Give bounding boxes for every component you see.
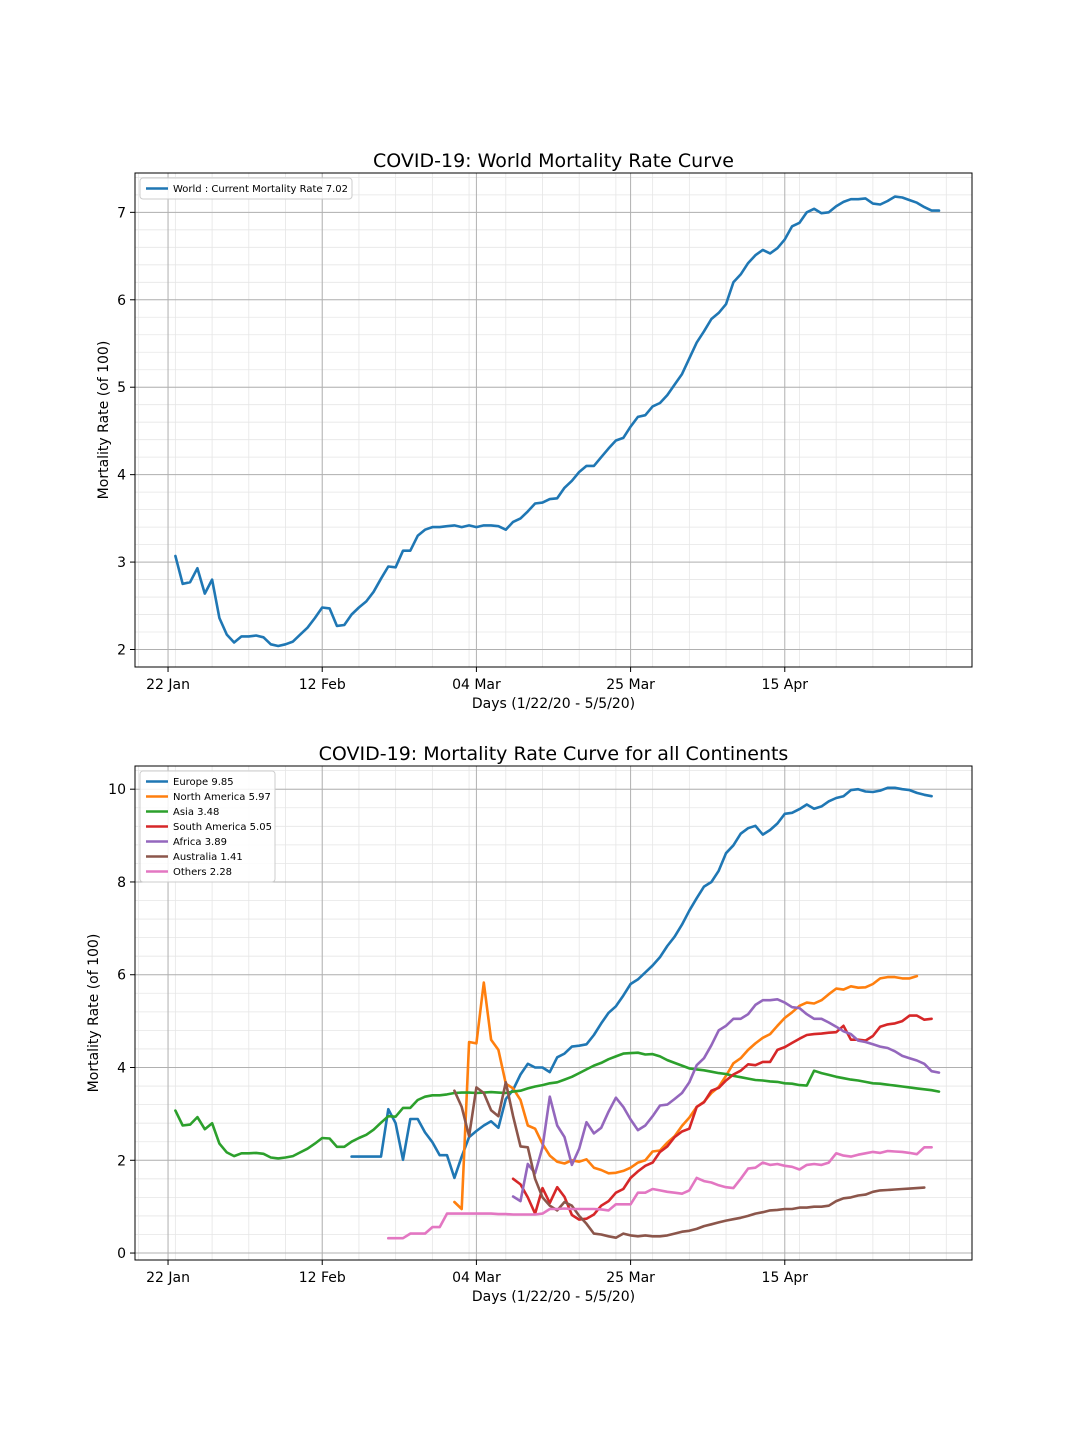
legend-entry-label: Africa 3.89 (173, 837, 227, 848)
legend-box (139, 177, 353, 200)
chart-world-mortality: 22 Jan 12 Feb 04 Mar 25 Mar 15 Apr 2 3 4 5 6 7 CO… (96, 150, 973, 712)
y-tick-label: 5 (117, 380, 126, 396)
y-tick-label: 6 (117, 968, 126, 984)
x-tick-label: 15 Apr (762, 1270, 809, 1286)
y-tick-label: 7 (117, 205, 126, 221)
legend-entry-label: World : Current Mortality Rate 7.02 (173, 184, 348, 195)
legend-entry-label: Others 2.28 (173, 867, 232, 878)
legend-box (139, 770, 276, 883)
x-tick-label: 04 Mar (452, 1270, 501, 1286)
series-line (453, 974, 919, 1211)
chart-title: COVID-19: Mortality Rate Curve for all C… (319, 743, 789, 765)
plot-area-frame (134, 765, 973, 1261)
legend: Europe 9.85 North America 5.97 Asia 3.48 So… (139, 770, 276, 883)
series-line (350, 786, 933, 1180)
x-tick-label: 12 Feb (299, 677, 346, 693)
chart-title: COVID-19: World Mortality Rate Curve (373, 150, 734, 172)
x-tick-label: 04 Mar (452, 677, 501, 693)
y-tick-label: 0 (117, 1246, 126, 1262)
chart-continents-mortality: 22 Jan 12 Feb 04 Mar 25 Mar 15 Apr 0 2 4 6 8 10 C… (86, 743, 973, 1305)
x-tick-label: 15 Apr (762, 677, 809, 693)
x-axis-label: Days (1/22/20 - 5/5/20) (472, 1289, 635, 1305)
y-axis-label: Mortality Rate (of 100) (96, 341, 112, 500)
legend-entry-label: Australia 1.41 (173, 852, 243, 863)
legend-entry-label: North America 5.97 (173, 792, 271, 803)
series-line (453, 1081, 926, 1239)
y-tick-label: 2 (117, 643, 126, 659)
x-tick-label: 22 Jan (146, 677, 190, 693)
y-tick-label: 10 (108, 782, 126, 798)
series-line (511, 997, 941, 1203)
legend-entry-label: South America 5.05 (173, 822, 272, 833)
y-tick-label: 3 (117, 555, 126, 571)
legend: World : Current Mortality Rate 7.02 (139, 177, 353, 200)
y-tick-label: 6 (117, 293, 126, 309)
y-tick-label: 8 (117, 875, 126, 891)
x-tick-label: 25 Mar (606, 677, 655, 693)
legend-entry-label: Europe 9.85 (173, 777, 234, 788)
y-tick-label: 4 (117, 468, 126, 484)
x-tick-label: 25 Mar (606, 1270, 655, 1286)
legend-entry-label: Asia 3.48 (173, 807, 219, 818)
x-tick-label: 12 Feb (299, 1270, 346, 1286)
plot-area-frame (134, 172, 973, 668)
series-line (386, 1146, 933, 1240)
series-line (174, 1051, 941, 1160)
x-tick-label: 22 Jan (146, 1270, 190, 1286)
y-tick-label: 2 (117, 1153, 126, 1169)
y-axis-label: Mortality Rate (of 100) (86, 934, 102, 1093)
y-tick-label: 4 (117, 1061, 126, 1077)
series-line (174, 195, 941, 648)
x-axis-label: Days (1/22/20 - 5/5/20) (472, 696, 635, 712)
